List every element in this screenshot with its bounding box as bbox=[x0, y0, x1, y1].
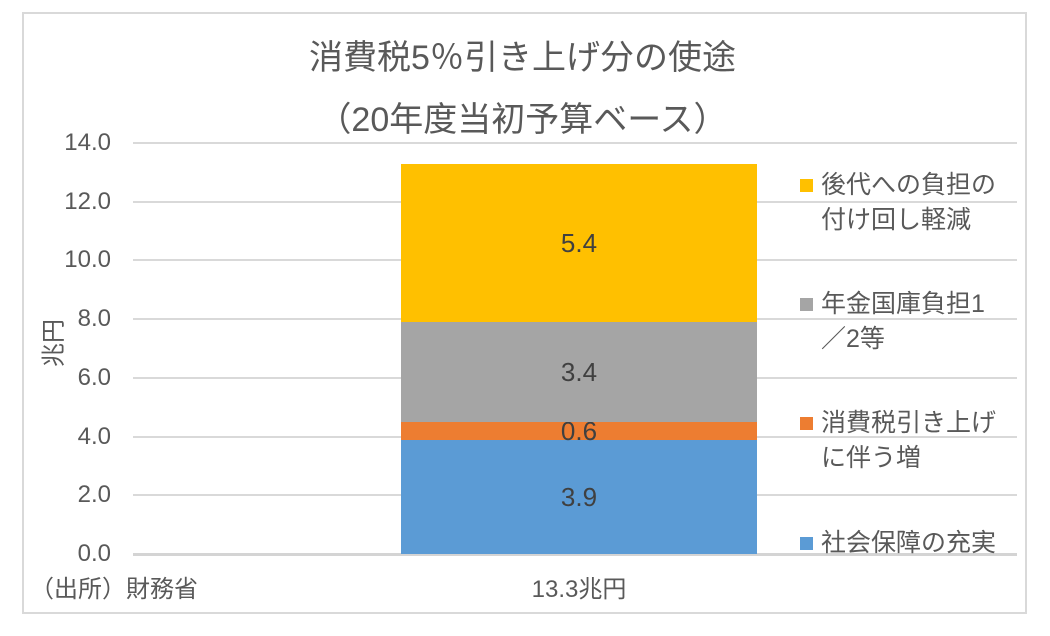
y-axis-tick-label: 8.0 bbox=[77, 305, 111, 333]
bar-segment-value-label: 3.4 bbox=[560, 356, 598, 387]
legend-item: 消費税引き上げ に伴う増 bbox=[800, 406, 1021, 476]
bar-segment: 0.6 bbox=[401, 418, 757, 444]
legend-marker bbox=[800, 179, 813, 192]
bar-segment-value-label: 3.9 bbox=[560, 481, 598, 512]
legend-marker bbox=[800, 417, 813, 430]
legend-item-label: 後代への負担の 付け回し軽減 bbox=[821, 171, 997, 234]
x-axis-category-label: 13.3兆円 bbox=[531, 576, 627, 603]
chart-title: 消費税5％引き上げ分の使途 （20年度当初予算ベース） bbox=[22, 27, 1023, 151]
bar-segment: 5.4 bbox=[401, 163, 757, 323]
legend-marker bbox=[800, 537, 813, 550]
x-axis-line bbox=[133, 553, 1017, 556]
y-axis-tick-label: 14.0 bbox=[64, 129, 111, 156]
bar-segment-value-label: 5.4 bbox=[560, 227, 598, 258]
chart-title-line1: 消費税5％引き上げ分の使途 bbox=[309, 39, 736, 77]
legend-marker bbox=[800, 298, 813, 311]
y-axis-tick-label: 6.0 bbox=[77, 363, 111, 391]
legend-item: 後代への負担の 付け回し軽減 bbox=[800, 168, 1021, 238]
y-axis-tick-label: 2.0 bbox=[77, 481, 111, 509]
legend-item: 社会保障の充実 bbox=[800, 526, 1021, 561]
bar-segment: 3.9 bbox=[401, 439, 757, 554]
y-axis-tick-label: 0.0 bbox=[77, 540, 111, 567]
bar-segment-value-label: 0.6 bbox=[560, 415, 598, 446]
source-note: （出所）財務省 bbox=[30, 576, 198, 603]
legend-item-label: 社会保障の充実 bbox=[821, 529, 997, 557]
y-axis-tick-label: 12.0 bbox=[64, 187, 111, 215]
chart-title-line2: （20年度当初予算ベース） bbox=[317, 101, 728, 139]
legend-item: 年金国庫負担1 ／2等 bbox=[800, 287, 1021, 357]
y-axis-tick-label: 10.0 bbox=[64, 246, 111, 274]
gridline bbox=[133, 142, 1017, 144]
legend-item-label: 消費税引き上げ に伴う増 bbox=[821, 409, 997, 472]
y-axis-tick-label: 4.0 bbox=[77, 422, 111, 450]
legend-item-label: 年金国庫負担1 ／2等 bbox=[821, 290, 985, 353]
bar-segment: 3.4 bbox=[401, 322, 757, 422]
